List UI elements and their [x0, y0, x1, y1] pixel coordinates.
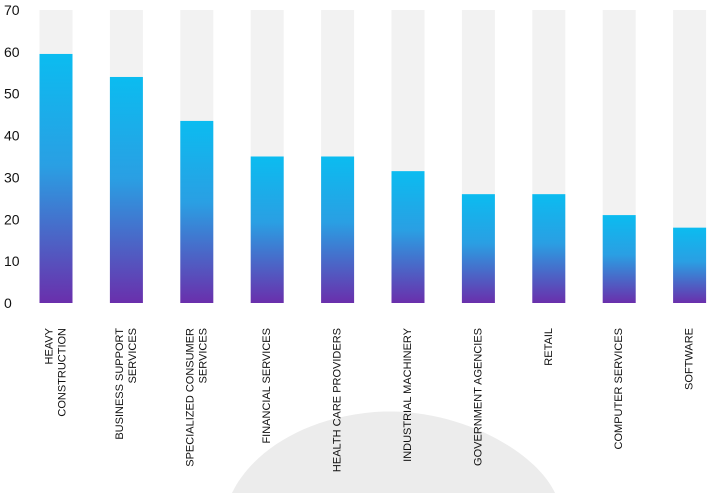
y-tick-label: 30	[4, 169, 20, 185]
x-tick-label: GOVERNMENT AGENCIES	[472, 328, 484, 466]
x-tick-label-line: RETAIL	[543, 328, 555, 366]
x-tick-label: COMPUTER SERVICES	[613, 328, 625, 449]
bar	[180, 120, 214, 304]
y-tick-label: 20	[4, 211, 20, 227]
x-tick-label: SOFTWARE	[684, 328, 696, 390]
bar	[39, 53, 73, 304]
x-tick-label-line: GOVERNMENT AGENCIES	[472, 328, 484, 466]
bar	[321, 156, 355, 303]
bar	[532, 194, 566, 303]
x-tick-label: INDUSTRIAL MACHINERY	[402, 327, 414, 462]
y-tick-label: 40	[4, 128, 20, 144]
x-tick-label-line: SPECIALIZED CONSUMER	[184, 328, 196, 467]
watermark-shape	[232, 411, 555, 493]
bar	[602, 215, 636, 303]
x-tick-label-line: FINANCIAL SERVICES	[261, 328, 273, 444]
x-tick-label: FINANCIAL SERVICES	[261, 328, 273, 444]
x-tick-label-line: INDUSTRIAL MACHINERY	[402, 327, 414, 462]
y-tick-label: 10	[4, 253, 20, 269]
bar	[673, 227, 707, 303]
x-tick-label-line: HEALTH CARE PROVIDERS	[332, 328, 344, 472]
x-tick-label: HEALTH CARE PROVIDERS	[332, 328, 344, 472]
bar	[109, 76, 143, 303]
x-tick-label-line: SOFTWARE	[684, 328, 696, 390]
x-tick-label: HEAVYCONSTRUCTION	[44, 327, 69, 416]
bar	[250, 156, 284, 303]
y-tick-label: 70	[4, 2, 20, 18]
x-tick-label: SPECIALIZED CONSUMERSERVICES	[184, 328, 209, 467]
x-tick-label-line: COMPUTER SERVICES	[613, 328, 625, 449]
x-tick-label-line: BUSINESS SUPPORT	[114, 328, 126, 440]
x-tick-label-line: SERVICES	[127, 328, 139, 383]
y-tick-label: 0	[4, 295, 12, 311]
x-tick-label: RETAIL	[543, 328, 555, 366]
x-tick-label-line: CONSTRUCTION	[57, 328, 69, 417]
y-tick-label: 50	[4, 86, 20, 102]
bar	[461, 194, 495, 303]
x-tick-label: BUSINESS SUPPORTSERVICES	[114, 328, 139, 440]
bar	[391, 171, 425, 303]
x-tick-label-line: SERVICES	[197, 328, 209, 383]
y-tick-label: 60	[4, 44, 20, 60]
x-tick-label-line: HEAVY	[44, 327, 56, 364]
